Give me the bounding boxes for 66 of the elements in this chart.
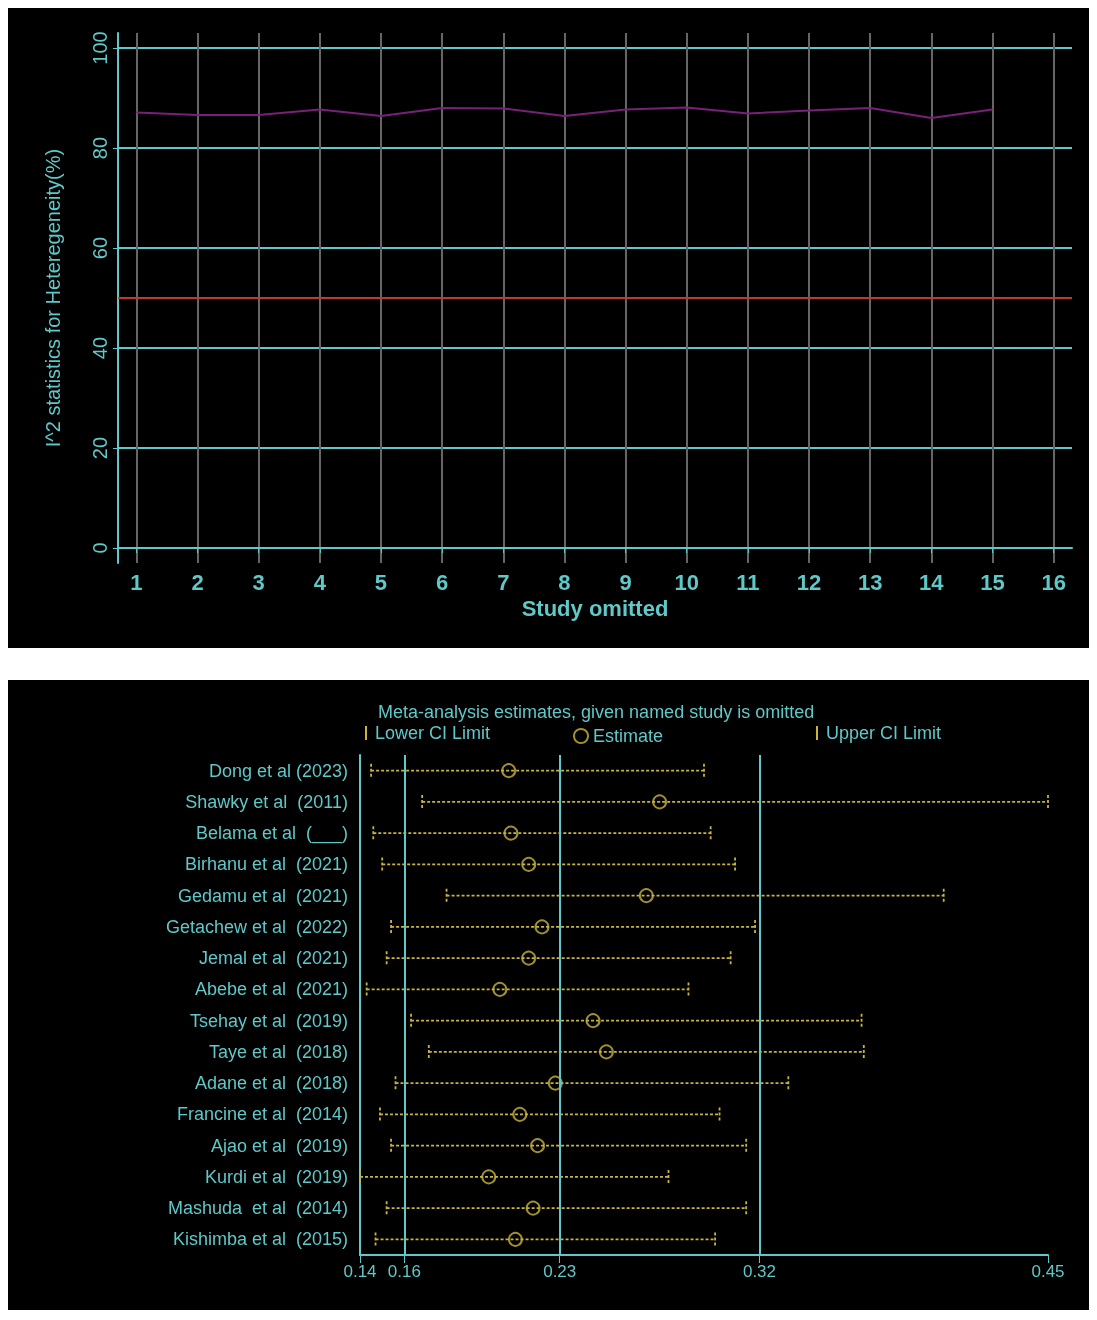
point <box>525 1200 541 1216</box>
y-tick-label: Abebe et al (2021) <box>194 979 348 1000</box>
x-tick-label: 13 <box>857 569 883 595</box>
x-tick-label: 9 <box>619 569 632 595</box>
point <box>492 981 508 997</box>
x-tick-label: 0.45 <box>1031 1262 1065 1281</box>
point <box>481 1169 497 1185</box>
y-tick-label: Kurdi et al (2019) <box>204 1166 348 1187</box>
y-tick-label: Jemal et al (2021) <box>198 948 348 969</box>
x-tick-label: 3 <box>252 569 265 595</box>
point <box>598 1044 614 1060</box>
x-tick-label: 16 <box>1041 569 1066 595</box>
x-tick-label: 1 <box>130 569 143 595</box>
point <box>507 1231 523 1247</box>
x-tick-label: 12 <box>796 569 822 595</box>
chart-title: Meta-analysis estimates, given named study is omitted <box>378 702 815 722</box>
x-tick-label: 8 <box>558 569 571 595</box>
y-tick-label: Francine et al (2014) <box>176 1104 348 1125</box>
point <box>503 825 519 841</box>
x-tick-label: 0.23 <box>543 1262 577 1281</box>
y-tick-label: Shawky et al (2011) <box>185 791 348 812</box>
y-tick-label: 20 <box>89 436 111 460</box>
x-axis-title: Study omitted <box>521 596 669 622</box>
point <box>521 856 537 872</box>
y-tick-label: Gedamu et al (2021) <box>177 885 348 906</box>
x-tick-label: 4 <box>313 569 327 595</box>
x-tick-label: 2 <box>191 569 204 595</box>
y-tick-label: 60 <box>89 236 111 260</box>
x-tick-label: 14 <box>919 569 945 595</box>
x-tick-label: 7 <box>497 569 510 595</box>
y-tick-label: 40 <box>89 336 111 360</box>
y-tick-label: Ajao et al (2019) <box>210 1135 348 1156</box>
y-tick-label: Dong et al (2023) <box>208 760 348 781</box>
x-tick-label: 11 <box>736 569 760 595</box>
y-tick-label: Taye et al (2018) <box>208 1041 348 1062</box>
text: Upper CI Limit <box>826 723 942 743</box>
line-series <box>135 106 994 119</box>
y-tick-label: 0 <box>89 542 111 554</box>
point <box>534 919 550 935</box>
y-tick-label: 100 <box>89 31 111 65</box>
y-tick-label: Belama et al (___) <box>195 823 348 845</box>
x-tick-label: 0.32 <box>742 1262 777 1281</box>
y-tick-label: Birhanu et al (2021) <box>184 854 348 875</box>
x-tick-label: 6 <box>435 569 449 595</box>
x-tick-label: 10 <box>674 569 699 595</box>
point <box>585 1013 601 1029</box>
x-tick-label: 15 <box>980 569 1005 595</box>
y-tick-label: Getachew et al (2022) <box>165 916 348 937</box>
y-tick-label: Adane et al (2018) <box>194 1073 348 1094</box>
y-axis-title: I^2 statistics for Heteregeneity(%) <box>42 148 64 448</box>
legend-label: Estimate <box>593 726 664 746</box>
point <box>530 1138 546 1154</box>
y-tick-label: 80 <box>89 136 111 160</box>
x-tick-label: 0.16 <box>387 1262 421 1281</box>
point <box>652 794 668 810</box>
point <box>638 888 654 904</box>
y-tick-label: Tsehay et al (2019) <box>189 1010 348 1031</box>
point <box>521 950 537 966</box>
point <box>512 1106 528 1122</box>
point <box>501 763 517 779</box>
x-tick-label: 5 <box>374 569 388 595</box>
text: Lower CI Limit <box>375 723 491 743</box>
y-tick-label: Kishimba et al (2015) <box>172 1229 348 1250</box>
point <box>547 1075 563 1091</box>
y-tick-label: Mashuda et al (2014) <box>167 1198 348 1219</box>
x-tick-label: 0.14 <box>343 1262 377 1281</box>
